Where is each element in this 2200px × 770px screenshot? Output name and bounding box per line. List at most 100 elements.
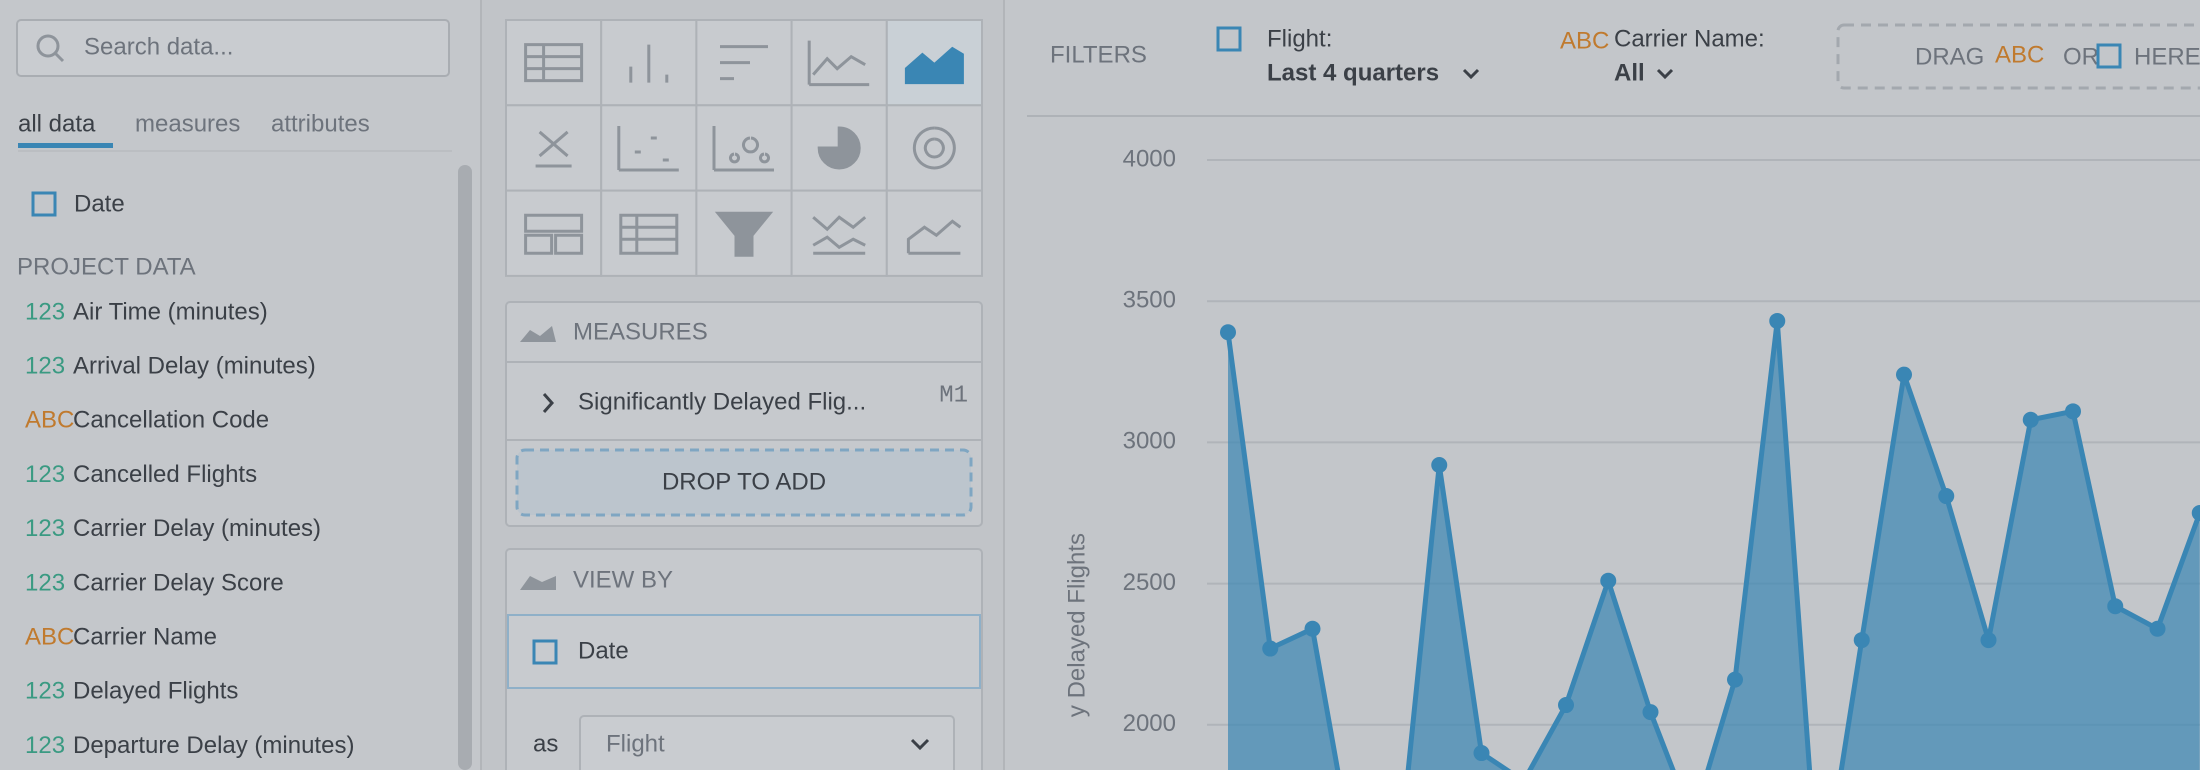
list-item[interactable]: Date	[74, 190, 125, 217]
chart-type-icon	[535, 130, 572, 168]
point	[1262, 640, 1279, 657]
point	[1769, 312, 1786, 329]
divider	[1003, 0, 1005, 770]
list-item[interactable]: Arrival Delay (minutes)	[73, 353, 316, 380]
chart-type-button[interactable]	[790, 189, 888, 277]
type-icon: 123	[25, 461, 65, 488]
list-item[interactable]: Cancelled Flights	[73, 461, 257, 488]
chart-type-icon	[629, 44, 669, 83]
tab-underline	[18, 143, 113, 148]
chart-type-icon	[619, 213, 679, 255]
y-axis-label: y Delayed Flights	[1063, 533, 1090, 717]
chart-type-icon	[906, 219, 962, 255]
filters-label: FILTERS	[1050, 41, 1147, 68]
type-icon: 123	[25, 678, 65, 705]
chart-type-icon	[904, 46, 964, 85]
chevron[interactable]	[542, 393, 555, 413]
type-icon: ABC	[25, 624, 74, 651]
point	[1938, 488, 1955, 505]
search-icon	[36, 34, 60, 58]
chart-type-icon	[524, 43, 584, 83]
list-item[interactable]: Carrier Name	[73, 624, 217, 651]
plot: 2000 2500 3000 3500 4000	[1123, 145, 2200, 770]
drag-text: OR	[2063, 43, 2099, 70]
point	[1853, 632, 1870, 649]
type-icon: 123	[25, 732, 65, 759]
calendar-icon	[2096, 43, 2122, 69]
view-by-title: VIEW BY	[573, 566, 673, 593]
chart-type-button[interactable]	[790, 19, 888, 107]
chart-type-icon	[617, 125, 679, 172]
filter-label[interactable]: Flight:	[1267, 25, 1332, 52]
list-item[interactable]: Air Time (minutes)	[73, 298, 268, 325]
calendar-icon	[1216, 26, 1242, 52]
view-by-label: Date	[578, 637, 629, 664]
chart-type-icon	[812, 215, 867, 255]
type-icon: 123	[25, 515, 65, 542]
divider	[480, 0, 482, 770]
calendar-icon	[31, 191, 57, 217]
drag-text: DRAG	[1915, 43, 1984, 70]
point	[1220, 324, 1236, 341]
drag-zone[interactable]	[1836, 23, 2200, 90]
tab[interactable]: attributes	[271, 110, 370, 137]
point	[2107, 598, 2124, 615]
tab[interactable]: all data	[18, 110, 96, 137]
point	[1473, 745, 1490, 762]
chart-type-icon	[720, 45, 768, 81]
chart-type-button[interactable]	[885, 104, 983, 192]
y-tick-label: 2500	[1123, 569, 1176, 596]
chart-type-icon	[817, 126, 861, 170]
scrollbar[interactable]	[458, 165, 472, 770]
view-by-item[interactable]	[507, 614, 981, 689]
drop-zone[interactable]	[515, 448, 973, 517]
point	[2191, 505, 2200, 521]
measures-title: MEASURES	[573, 318, 708, 345]
point	[1727, 671, 1743, 688]
view-by-icon	[520, 576, 556, 590]
chart-type-icon	[912, 126, 956, 170]
point	[1980, 632, 1997, 649]
drop-label: DROP TO ADD	[662, 468, 826, 495]
chart-type-icon	[807, 40, 870, 87]
chart-type-button[interactable]	[600, 104, 698, 192]
filter-value[interactable]: Last 4 quarters	[1267, 59, 1439, 86]
measures-icon	[520, 326, 556, 342]
chart-type-button[interactable]	[600, 189, 698, 277]
area	[1228, 320, 2200, 770]
list-item[interactable]: Carrier Delay Score	[73, 569, 284, 596]
tab[interactable]: measures	[135, 110, 240, 137]
y-tick-label: 3000	[1123, 428, 1176, 455]
as-label: as	[533, 730, 558, 757]
type-icon: 123	[25, 569, 65, 596]
type-icon: ABC	[25, 407, 74, 434]
list-item[interactable]: Departure Delay (minutes)	[73, 732, 354, 759]
chart-type-button[interactable]	[505, 189, 603, 277]
chart-type-button[interactable]	[885, 19, 983, 107]
attribute-icon: ABC	[1995, 41, 2044, 68]
chart-type-button[interactable]	[505, 19, 603, 107]
filter-value[interactable]: All	[1614, 59, 1645, 86]
dropdown-value: Flight	[606, 730, 665, 757]
point	[1642, 704, 1659, 721]
list-item[interactable]: Delayed Flights	[73, 678, 238, 705]
chevron	[1462, 68, 1480, 80]
point	[2022, 411, 2039, 428]
dropdown[interactable]	[579, 715, 955, 770]
attribute-icon: ABC	[1560, 27, 1609, 54]
list-item[interactable]: Carrier Delay (minutes)	[73, 515, 321, 542]
measure-tag: M1	[939, 382, 968, 409]
measure-item[interactable]: Significantly Delayed Flig...	[578, 388, 866, 415]
search-placeholder: Search data...	[84, 33, 233, 60]
calendar-icon	[532, 639, 558, 665]
list-item[interactable]: Cancellation Code	[73, 407, 269, 434]
y-tick-label: 3500	[1123, 287, 1176, 314]
chart-type-icon	[714, 211, 774, 257]
section-label: PROJECT DATA	[17, 253, 196, 280]
chart-type-button[interactable]	[505, 104, 603, 192]
point	[1431, 456, 1448, 473]
search-box[interactable]	[16, 19, 450, 77]
filter-label[interactable]: Carrier Name:	[1614, 25, 1765, 52]
